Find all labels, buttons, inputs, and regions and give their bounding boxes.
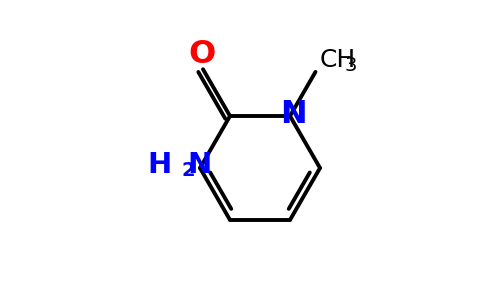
Text: 2: 2 bbox=[182, 161, 195, 180]
Text: CH: CH bbox=[319, 49, 356, 73]
Text: N: N bbox=[281, 99, 307, 130]
Text: H: H bbox=[147, 151, 171, 179]
Text: O: O bbox=[188, 39, 215, 70]
Text: N: N bbox=[187, 151, 212, 179]
Text: 3: 3 bbox=[345, 56, 357, 75]
